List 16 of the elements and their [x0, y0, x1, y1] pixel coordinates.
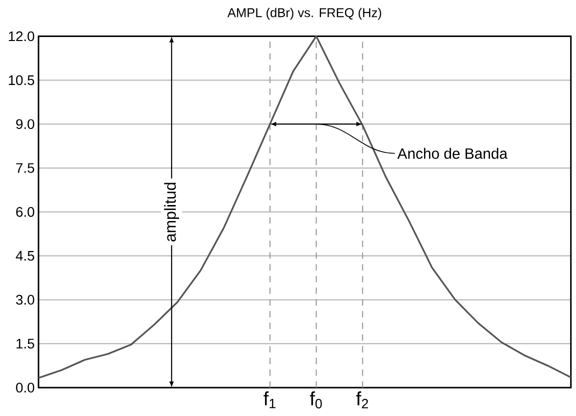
y-tick-label: 1.5: [16, 338, 34, 348]
y-tick-label: 4.5: [16, 250, 34, 261]
y-tick-label: 7.5: [16, 163, 34, 173]
y-tick-label: 10.5: [8, 75, 34, 85]
x-tick-label: f$_{2}$: [356, 391, 368, 408]
y-tick-label: 6.0: [16, 206, 34, 217]
y-tick-label: 0.0: [16, 382, 34, 392]
chart-title: AMPL (dBr) vs. FREQ (Hz): [227, 8, 382, 20]
line-series: [38, 35, 572, 379]
y-tick-label: 9.0: [16, 119, 34, 129]
annotation: Ancho de Banda: [397, 148, 508, 159]
x-tick-label: f$_{1}$: [264, 391, 276, 408]
y-tick-label: 3.0: [16, 294, 34, 305]
y-tick-label: 12.0: [8, 31, 34, 42]
annotation: amplitud: [164, 182, 180, 242]
x-tick-label: f$_{0}$: [310, 391, 322, 408]
